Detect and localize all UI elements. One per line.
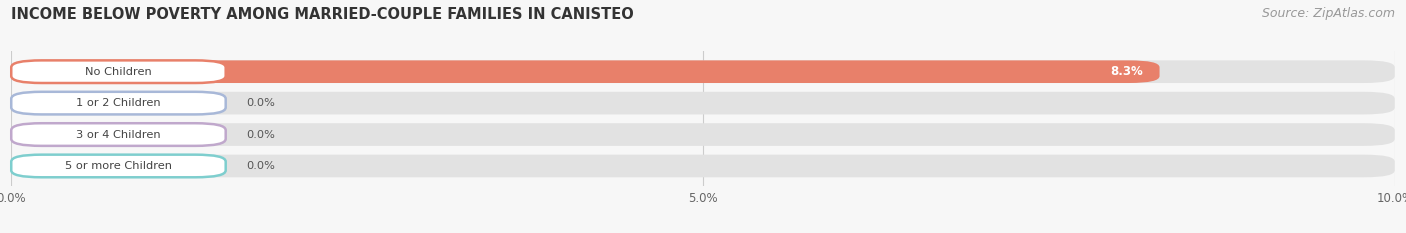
Text: No Children: No Children	[86, 67, 152, 77]
FancyBboxPatch shape	[11, 123, 1395, 146]
Text: 8.3%: 8.3%	[1111, 65, 1143, 78]
FancyBboxPatch shape	[11, 60, 1395, 83]
Text: 0.0%: 0.0%	[246, 130, 276, 140]
FancyBboxPatch shape	[11, 92, 1395, 114]
FancyBboxPatch shape	[11, 123, 226, 146]
FancyBboxPatch shape	[11, 60, 226, 83]
FancyBboxPatch shape	[11, 155, 1395, 177]
Text: 1 or 2 Children: 1 or 2 Children	[76, 98, 160, 108]
FancyBboxPatch shape	[11, 92, 226, 114]
FancyBboxPatch shape	[11, 155, 226, 177]
Text: 0.0%: 0.0%	[246, 98, 276, 108]
FancyBboxPatch shape	[11, 60, 1160, 83]
Text: Source: ZipAtlas.com: Source: ZipAtlas.com	[1261, 7, 1395, 20]
Text: INCOME BELOW POVERTY AMONG MARRIED-COUPLE FAMILIES IN CANISTEO: INCOME BELOW POVERTY AMONG MARRIED-COUPL…	[11, 7, 634, 22]
Text: 3 or 4 Children: 3 or 4 Children	[76, 130, 160, 140]
Text: 5 or more Children: 5 or more Children	[65, 161, 172, 171]
Text: 0.0%: 0.0%	[246, 161, 276, 171]
